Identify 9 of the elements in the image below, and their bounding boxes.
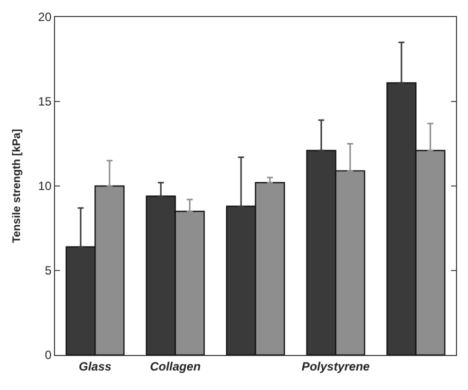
y-axis-title: Tensile strength [kPa] — [10, 128, 23, 244]
y-tick-label: 10 — [38, 179, 52, 194]
y-tick-label: 0 — [44, 348, 52, 362]
y-tick-label: 15 — [38, 94, 52, 109]
x-tick-label: Glass — [78, 360, 112, 374]
y-tick-label: 20 — [38, 10, 52, 24]
y-tick-label: 5 — [44, 264, 52, 278]
x-tick-label: Polystyrene — [302, 360, 370, 374]
x-tick-label: Collagen — [150, 360, 201, 374]
